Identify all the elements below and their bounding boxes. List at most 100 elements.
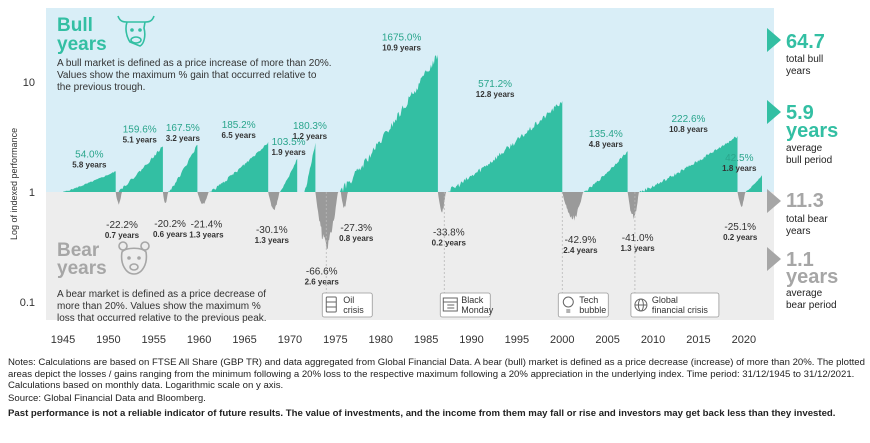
- total-bull-label2: years: [786, 66, 810, 77]
- bear-loss-label: -25.1%: [724, 222, 756, 233]
- bull-area: [639, 136, 738, 192]
- bear-area: [162, 192, 169, 203]
- bull-desc-line1: A bull market is defined as a price incr…: [57, 58, 332, 69]
- event-label-line1: Tech: [579, 295, 598, 305]
- bear-duration-label: 0.2 years: [432, 239, 467, 248]
- x-tick-label: 1960: [187, 334, 211, 346]
- bull-desc-line2: Values show the maximum % gain that occu…: [57, 70, 317, 81]
- bear-loss-label: -33.8%: [433, 228, 465, 239]
- bear-duration-label: 1.3 years: [620, 244, 655, 253]
- bull-gain-label: 42.5%: [725, 153, 753, 164]
- x-axis-ticks: 1945 1950 1955 1960 1965 1970 1975 1980 1985 1990…: [51, 334, 756, 346]
- bull-duration-label: 10.8 years: [669, 125, 708, 134]
- total-bear-arrow-icon: [767, 189, 781, 213]
- bull-duration-label: 1.8 years: [722, 164, 757, 173]
- bull-gain-label: 167.5%: [166, 123, 200, 134]
- bear-area: [197, 192, 210, 204]
- x-tick-label: 1990: [459, 334, 483, 346]
- event-box: [630, 292, 720, 318]
- total-bear-label1: total bear: [786, 214, 828, 225]
- bull-gain-label: 103.5%: [272, 137, 306, 148]
- y-axis-label: Log of indexed performance: [9, 128, 19, 240]
- event-box: [321, 292, 373, 318]
- x-tick-label: 2015: [686, 334, 710, 346]
- event-label-line1: Oil: [343, 295, 354, 305]
- bear-duration-label: 2.4 years: [563, 246, 598, 255]
- bear-loss-label: -66.6%: [306, 266, 338, 277]
- bear-duration-label: 0.2 years: [723, 233, 758, 242]
- bull-duration-label: 10.9 years: [382, 44, 421, 53]
- x-tick-label: 1945: [51, 334, 75, 346]
- bull-bear-chart: Bull years A bull market is defined as a…: [9, 8, 838, 346]
- sidebar-stats: 64.7 total bull years 5.9 years average …: [767, 28, 838, 311]
- calendar-icon: [442, 297, 458, 312]
- bull-area: [584, 151, 628, 192]
- avg-bear-label2: bear period: [786, 300, 837, 311]
- bull-area: [280, 158, 298, 192]
- bull-duration-label: 4.8 years: [589, 140, 624, 149]
- x-tick-label: 1995: [505, 334, 529, 346]
- bull-area: [304, 142, 316, 192]
- bull-area: [116, 146, 163, 192]
- bear-desc-line3: loss that occurred relative to the previ…: [57, 313, 267, 324]
- bull-gain-label: 1675.0%: [382, 33, 422, 44]
- bear-title-line2: years: [57, 258, 107, 279]
- bear-area: [115, 192, 122, 205]
- total-bear-value: 11.3: [786, 190, 824, 212]
- bear-desc-line2: more than 20%. Values show the maximum %: [57, 301, 261, 312]
- bear-icon: [118, 241, 150, 275]
- x-tick-label: 1985: [414, 334, 438, 346]
- y-tick-label: 0.1: [20, 297, 35, 309]
- bull-gain-label: 54.0%: [75, 149, 103, 160]
- total-bear-label2: years: [786, 226, 810, 237]
- bull-duration-label: 1.9 years: [271, 148, 306, 157]
- avg-bull-value: 5.9: [786, 102, 814, 124]
- bear-desc-line1: A bear market is defined as a price decr…: [57, 289, 266, 300]
- x-tick-label: 1965: [232, 334, 256, 346]
- bull-gain-label: 571.2%: [478, 79, 512, 90]
- bear-duration-label: 1.3 years: [255, 236, 290, 245]
- bear-loss-label: -42.9%: [565, 235, 597, 246]
- event-label-line1: Black: [461, 295, 484, 305]
- bear-series: [115, 192, 746, 249]
- bull-duration-label: 5.8 years: [72, 160, 107, 169]
- x-tick-label: 1970: [278, 334, 302, 346]
- bull-title-line2: years: [57, 34, 107, 55]
- bear-duration-label: 1.3 years: [189, 231, 224, 240]
- x-tick-label: 2020: [732, 334, 756, 346]
- bull-gain-label: 185.2%: [222, 120, 256, 131]
- x-tick-label: 1955: [142, 334, 166, 346]
- bull-area: [339, 54, 438, 192]
- oil-barrel-icon: [325, 296, 337, 313]
- lightbulb-icon: [562, 296, 574, 313]
- bear-loss-label: -27.3%: [340, 223, 372, 234]
- source-text: Source: Global Financial Data and Bloomb…: [8, 392, 206, 404]
- bull-area: [168, 144, 198, 192]
- x-tick-label: 2005: [595, 334, 619, 346]
- bear-duration-label: 0.8 years: [339, 234, 374, 243]
- total-bull-arrow-icon: [767, 28, 781, 52]
- bull-gain-label: 159.6%: [123, 124, 157, 135]
- bull-duration-label: 1.2 years: [293, 132, 328, 141]
- y-axis-ticks: 0.1 1 10: [20, 77, 35, 309]
- y-tick-label: 10: [23, 77, 35, 89]
- bull-gain-label: 222.6%: [672, 114, 706, 125]
- bear-duration-label: 0.7 years: [105, 231, 140, 240]
- bear-area: [268, 192, 280, 211]
- bull-title-line1: Bull: [57, 15, 93, 36]
- bear-loss-label: -21.4%: [191, 220, 223, 231]
- event-label-line2: financial crisis: [652, 305, 709, 315]
- bull-area: [446, 101, 563, 192]
- avg-bear-label1: average: [786, 288, 823, 299]
- avg-bull-label1: average: [786, 143, 823, 154]
- bear-area: [627, 192, 640, 220]
- bull-duration-label: 3.2 years: [166, 134, 201, 143]
- bear-loss-label: -41.0%: [622, 233, 654, 244]
- globe-icon: [634, 298, 648, 312]
- bear-loss-label: -30.1%: [256, 225, 288, 236]
- bear-duration-label: 2.6 years: [305, 277, 340, 286]
- bear-area: [562, 192, 585, 221]
- event-label-line2: Monday: [461, 305, 494, 315]
